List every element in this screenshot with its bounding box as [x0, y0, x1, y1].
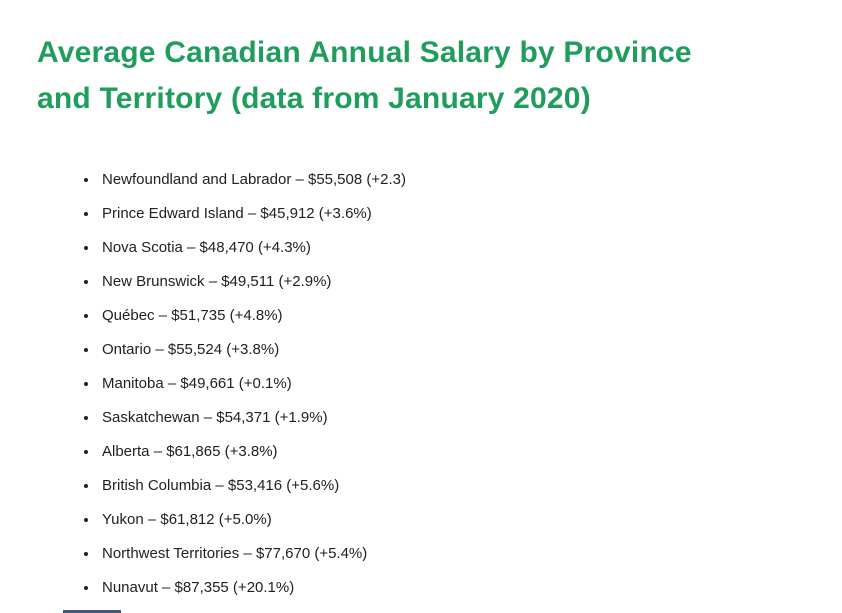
list-item: Manitoba – $49,661 (+0.1%) [99, 374, 802, 394]
page-title-line2: and Territory (data from January 2020) [37, 82, 591, 115]
list-item: Prince Edward Island – $45,912 (+3.6%) [99, 204, 802, 224]
list-item: Nunavut – $87,355 (+20.1%) [99, 578, 802, 598]
salary-list: Newfoundland and Labrador – $55,508 (+2.… [99, 170, 802, 598]
list-item: Newfoundland and Labrador – $55,508 (+2.… [99, 170, 802, 190]
list-item: British Columbia – $53,416 (+5.6%) [99, 476, 802, 496]
page-title-line1: Average Canadian Annual Salary by Provin… [37, 36, 692, 69]
list-item: Alberta – $61,865 (+3.8%) [99, 442, 802, 462]
list-item: Yukon – $61,812 (+5.0%) [99, 510, 802, 530]
list-item: Saskatchewan – $54,371 (+1.9%) [99, 408, 802, 428]
partial-element-bottom [63, 610, 121, 613]
list-item: Québec – $51,735 (+4.8%) [99, 306, 802, 326]
page-title: Average Canadian Annual Salary by Provin… [37, 30, 802, 122]
list-item: New Brunswick – $49,511 (+2.9%) [99, 272, 802, 292]
list-item: Northwest Territories – $77,670 (+5.4%) [99, 544, 802, 564]
list-item: Ontario – $55,524 (+3.8%) [99, 340, 802, 360]
list-item: Nova Scotia – $48,470 (+4.3%) [99, 238, 802, 258]
